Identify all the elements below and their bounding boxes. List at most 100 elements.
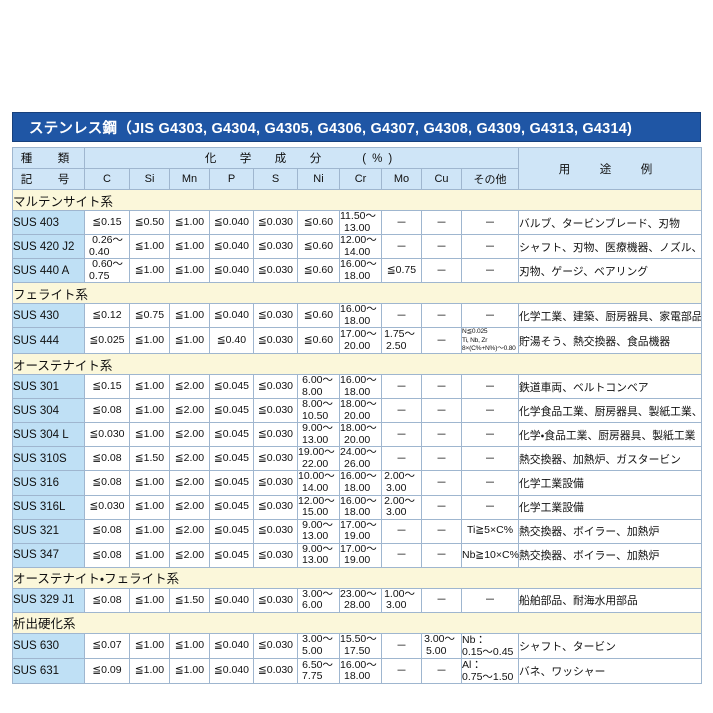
cell-mo: 1.00〜 3.00 (381, 587, 422, 613)
section-header-row: オーステナイト・フェライト系 (11, 566, 703, 589)
cell-other: Nb： 0.15〜0.45 (460, 632, 520, 660)
cell-grade: SUS 631 (12, 658, 85, 685)
cell-other: Ti≧5×C% (460, 518, 520, 544)
other-line: Ti, Nb, Zr (462, 336, 488, 344)
cell-mo: － (381, 446, 422, 472)
cell-grade: SUS 630 (12, 632, 85, 660)
cell-other: － (460, 398, 520, 424)
cell-usage: 化学工業設備 (518, 470, 703, 496)
cell-p: ≦0.045 (209, 494, 254, 520)
cell-c: ≦0.030 (84, 422, 130, 448)
range-low: 18.00〜 (340, 422, 377, 435)
cell-s: ≦0.030 (253, 303, 298, 329)
cell-ni: ≦0.60 (297, 258, 340, 284)
range-high: 18.00 (344, 385, 371, 398)
header-usage: 用 途 例 (518, 147, 703, 190)
range-high: 13.00 (302, 433, 329, 446)
cell-c: ≦0.08 (84, 542, 130, 568)
range-low: 15.50〜 (340, 633, 377, 646)
range-low: 2.00〜 (384, 470, 415, 483)
cell-s: ≦0.030 (253, 587, 298, 613)
table-row: SUS 329 J1 ≦0.08 ≦1.00 ≦1.50 ≦0.040 ≦0.030 3.0… (12, 587, 703, 613)
cell-usage: 船舶部品、耐海水用部品 (518, 587, 703, 613)
cell-grade: SUS 321 (12, 518, 85, 544)
cell-mo: － (381, 374, 422, 400)
cell-si: ≦1.00 (129, 258, 170, 284)
header-row-1: 種 類 化 学 成 分 (%) 用 途 例 (12, 147, 703, 190)
range-high: 8.00 (302, 385, 323, 398)
table-row: SUS 321 ≦0.08 ≦1.00 ≦2.00 ≦0.045 ≦0.030 9.00〜 1… (12, 518, 703, 544)
cell-mo: 2.00〜 3.00 (381, 494, 422, 520)
header-col-p: P (209, 168, 254, 190)
cell-cu: － (421, 494, 462, 520)
cell-mn: ≦1.00 (169, 209, 210, 236)
cell-si: ≦1.50 (129, 446, 170, 472)
cell-cr: 18.00〜 20.00 (339, 422, 382, 448)
cell-si: ≦1.00 (129, 518, 170, 544)
cell-si: ≦1.00 (129, 658, 170, 685)
range-high: 22.00 (302, 457, 329, 470)
cell-mn: ≦2.00 (169, 518, 210, 544)
cell-cu: 3.00〜 5.00 (421, 632, 462, 660)
cell-usage: 化学工業、建築、厨房器具、家電部品、オイルバーナー部品 (518, 303, 703, 329)
cell-grade: SUS 301 (12, 374, 85, 400)
cell-cu: － (421, 374, 462, 400)
range-high: 18.00 (344, 269, 371, 282)
cell-ni: 19.00〜 22.00 (297, 446, 340, 472)
cell-mn: ≦2.00 (169, 494, 210, 520)
cell-p: ≦0.40 (209, 327, 254, 355)
cell-usage: 化学工業設備 (518, 494, 703, 520)
cell-c: ≦0.08 (84, 446, 130, 472)
header-col-other: その他 (460, 168, 520, 190)
range-low: 9.00〜 (302, 542, 333, 555)
cell-p: ≦0.045 (209, 542, 254, 568)
cell-mn: ≦2.00 (169, 470, 210, 496)
header-col-ni: Ni (297, 168, 340, 190)
cell-cr: 11.50〜 13.00 (339, 209, 382, 236)
cell-usage: バネ、ワッシャー (518, 658, 703, 685)
cell-mo: － (381, 658, 422, 685)
cell-other: － (460, 422, 520, 448)
range-high: 20.00 (344, 433, 371, 446)
table-row: SUS 430 ≦0.12 ≦0.75 ≦1.00 ≦0.040 ≦0.030 ≦0.60 1… (12, 303, 703, 329)
range-low: 6.00〜 (302, 374, 333, 387)
cell-si: ≦0.50 (129, 209, 170, 236)
section-header-row: フェライト系 (11, 282, 703, 305)
cell-cu: － (421, 422, 462, 448)
table-row: SUS 310S ≦0.08 ≦1.50 ≦2.00 ≦0.045 ≦0.030 19.00… (12, 446, 703, 472)
cell-grade: SUS 310S (12, 446, 85, 472)
cell-s: ≦0.030 (253, 209, 298, 236)
cell-mn: ≦1.00 (169, 658, 210, 685)
range-high: 15.00 (302, 506, 329, 519)
cell-usage: 鉄道車両、ベルトコンベア (518, 374, 703, 400)
range-low: 16.00〜 (340, 374, 377, 387)
cell-si: ≦1.00 (129, 422, 170, 448)
cell-c: ≦0.08 (84, 398, 130, 424)
cell-other: － (460, 446, 520, 472)
cell-grade: SUS 316 (12, 470, 85, 496)
cell-grade: SUS 347 (12, 542, 85, 568)
cell-si: ≦1.00 (129, 327, 170, 355)
range-low: 17.00〜 (340, 542, 377, 555)
range-high: 13.00 (302, 530, 329, 543)
range-low: 3.00〜 (302, 587, 333, 600)
cell-usage: 熱交換器、ボイラー、加熱炉 (518, 542, 703, 568)
cell-usage: バルブ、タービンブレード、刃物 (518, 209, 703, 236)
cell-other: － (460, 494, 520, 520)
cell-mo: － (381, 303, 422, 329)
cell-p: ≦0.040 (209, 303, 254, 329)
cell-s: ≦0.030 (253, 470, 298, 496)
cell-ni: 12.00〜 15.00 (297, 494, 340, 520)
range-high: 14.00 (344, 245, 371, 258)
cell-p: ≦0.040 (209, 234, 254, 260)
cell-grade: SUS 430 (12, 303, 85, 329)
cell-cu: － (421, 446, 462, 472)
header-col-cr: Cr (339, 168, 382, 190)
cell-s: ≦0.030 (253, 327, 298, 355)
range-high: 5.00 (302, 644, 323, 657)
cell-cr: 16.00〜 18.00 (339, 258, 382, 284)
range-low: 16.00〜 (340, 658, 377, 671)
cell-usage: シャフト、タービン (518, 632, 703, 660)
cell-si: ≦1.00 (129, 632, 170, 660)
